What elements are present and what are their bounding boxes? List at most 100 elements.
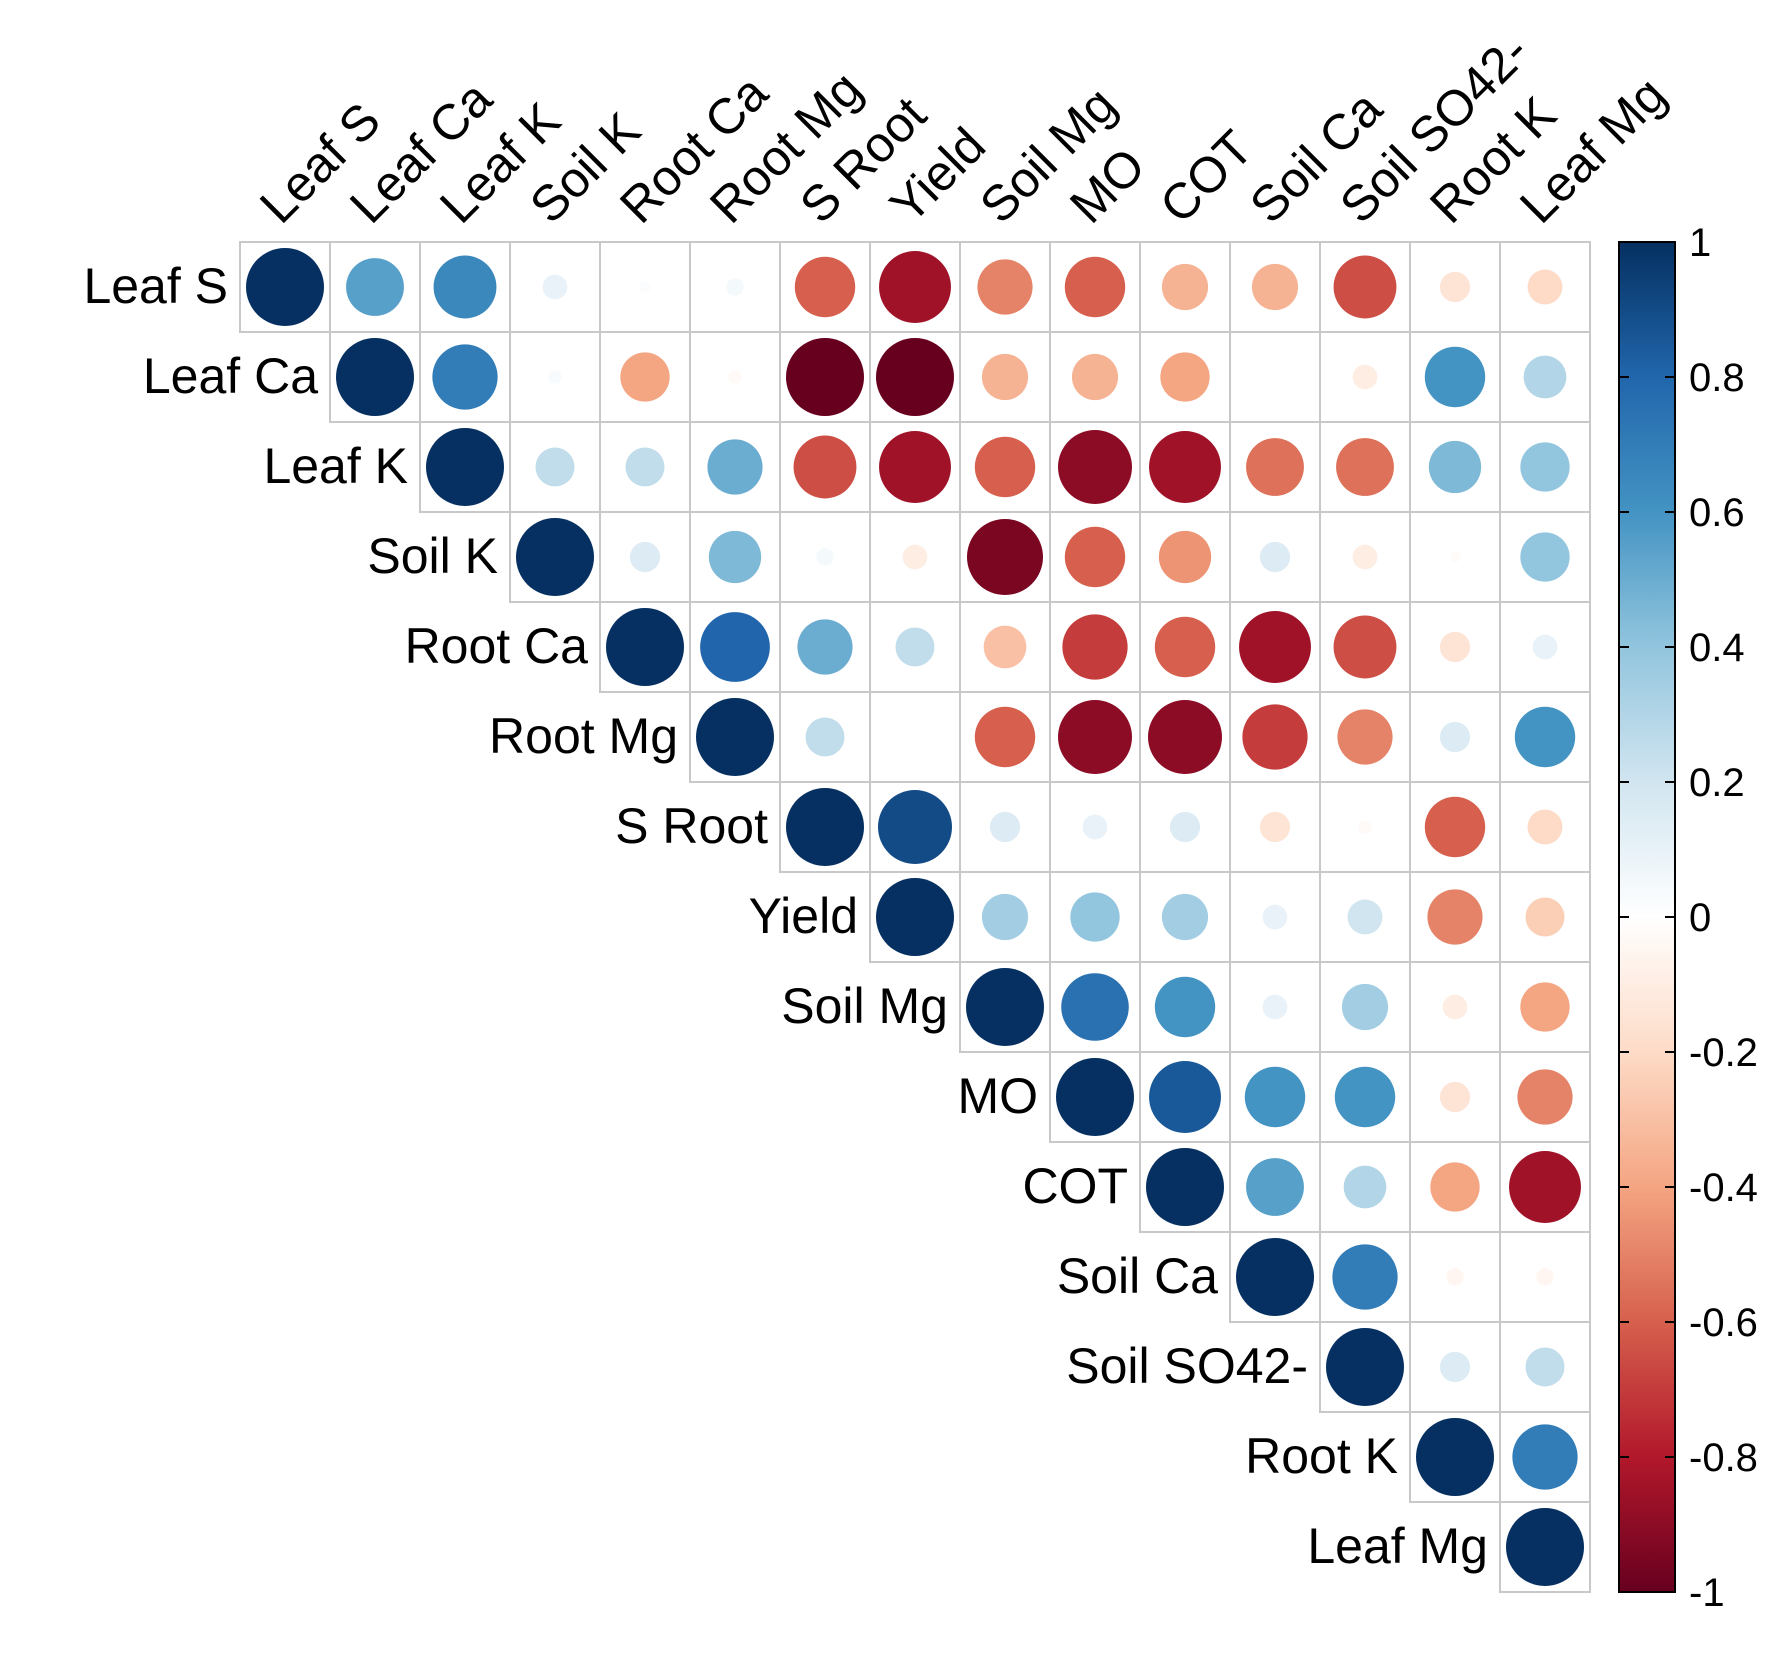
correlation-circle [1512,1424,1578,1490]
correlation-circle [1334,1066,1396,1128]
correlation-circle [879,431,951,503]
correlation-circle [805,717,845,757]
correlation-circle [981,353,1029,401]
correlation-circle [966,968,1044,1046]
correlation-circle [426,428,504,506]
correlation-circle [1149,1061,1221,1133]
correlation-circle [696,698,774,776]
correlation-circle [1527,269,1563,305]
correlation-circle [1064,526,1126,588]
colorbar-tick-label: -0.4 [1689,1166,1758,1210]
correlation-circle [1439,1351,1471,1383]
correlation-circle [1527,809,1563,845]
correlation-circle [1246,438,1304,496]
correlation-circle [876,878,954,956]
correlation-circle [974,436,1036,498]
correlation-circle [1358,820,1372,834]
correlation-circle [1242,704,1308,770]
correlation-circle [1523,355,1567,399]
correlation-circle [246,248,324,326]
correlation-circle [1337,709,1393,765]
correlation-circle [1259,811,1291,843]
colorbar-tick-label: 0.4 [1689,626,1745,670]
correlation-circle [793,435,857,499]
colorbar-tick-label: -0.2 [1689,1031,1758,1075]
correlation-circle [1154,976,1216,1038]
correlation-circle [1341,983,1389,1031]
correlation-circle [1536,1268,1554,1286]
colorbar-tick-label: -1 [1689,1571,1725,1615]
correlation-circle [902,544,928,570]
colorbar-tick-label: -0.6 [1689,1301,1758,1345]
correlation-circle [726,278,744,296]
row-label: MO [957,1068,1038,1124]
correlation-circle [1070,892,1120,942]
correlation-circle [1326,1328,1404,1406]
colorbar-tick-label: -0.8 [1689,1436,1758,1480]
correlation-circle [1525,1347,1565,1387]
correlation-circle [629,541,661,573]
colorbar-tick-label: 0.6 [1689,491,1745,535]
correlation-circle [1439,1081,1471,1113]
colorbar-tick-label: 0.8 [1689,356,1745,400]
correlation-circle [1161,263,1209,311]
correlation-circle [1430,1162,1480,1212]
correlation-circle [1525,897,1565,937]
correlation-circle [1056,1058,1134,1136]
correlation-circle [876,338,954,416]
correlation-circle [879,251,951,323]
correlation-circle [1517,1069,1573,1125]
correlation-circle [1262,994,1288,1020]
correlation-circle [1439,721,1471,753]
correlation-circle [1333,615,1397,679]
correlation-circle [1259,541,1291,573]
correlation-circle [1336,438,1394,496]
correlation-circle [1416,1418,1494,1496]
row-label: Root K [1245,1428,1398,1484]
correlation-circle [1439,271,1471,303]
correlation-circle [983,625,1027,669]
correlation-circle [1071,353,1119,401]
row-label: Leaf S [83,258,228,314]
correlation-circle [1064,256,1126,318]
correlation-circle [1424,346,1486,408]
correlation-circle [1428,440,1482,494]
correlation-circle [1148,700,1222,774]
correlation-circle [728,370,742,384]
correlation-circle [981,893,1029,941]
correlation-circle [1424,796,1486,858]
correlation-circle [1343,1165,1387,1209]
row-label: COT [1022,1158,1128,1214]
correlation-circle [1169,811,1201,843]
correlation-circle [895,627,935,667]
correlation-circle [1520,982,1570,1032]
correlation-circle [1532,634,1558,660]
correlation-circle [1246,1158,1304,1216]
row-label: Yield [749,888,858,944]
correlation-circle [989,811,1021,843]
correlation-circle [1446,1268,1464,1286]
correlation-circle [794,256,856,318]
correlation-circle [1333,255,1397,319]
row-label: S Root [615,798,768,854]
correlation-circle [707,439,763,495]
correlation-circle [433,255,497,319]
correlation-circle [516,518,594,596]
correlation-circle [1082,814,1108,840]
correlation-circle [1347,899,1383,935]
correlation-circle [625,447,665,487]
circles [246,248,1584,1586]
correlation-circle [336,338,414,416]
correlation-circle [346,258,404,316]
row-label: Leaf Ca [143,348,318,404]
correlation-circle [1158,530,1212,584]
correlation-circle [639,281,651,293]
correlation-circle [1520,532,1570,582]
correlation-circle [432,344,498,410]
correlation-circle [1239,611,1311,683]
correlation-circle [1062,614,1128,680]
correlation-circle [542,274,568,300]
row-label: Soil Mg [781,978,948,1034]
correlation-circle [620,352,670,402]
